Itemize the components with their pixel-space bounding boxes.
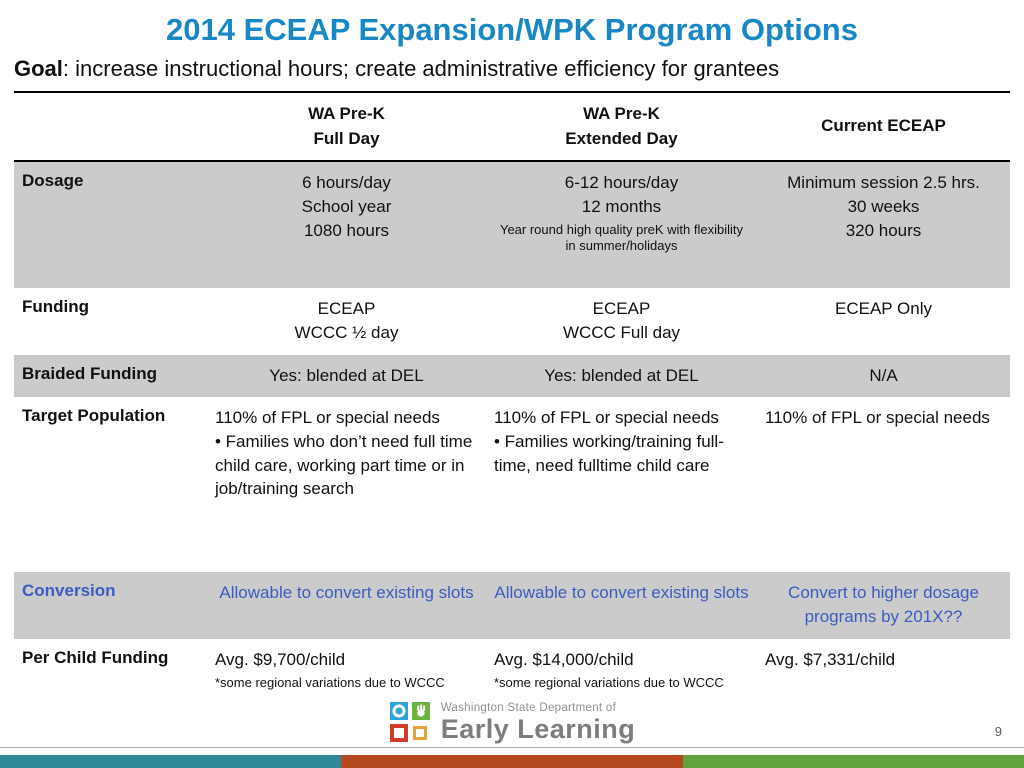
table-row-braided-funding: Braided Funding Yes: blended at DEL Yes:… <box>14 355 1010 398</box>
table-cell: ECEAP Only <box>757 288 1010 355</box>
cell-note: Year round high quality preK with flexib… <box>499 221 744 254</box>
table-cell: Avg. $9,700/child *some regional variati… <box>207 639 486 701</box>
goal-line: Goal: increase instructional hours; crea… <box>14 56 1010 82</box>
row-label-per-child-funding: Per Child Funding <box>22 648 169 668</box>
table-row-target-population: Target Population 110% of FPL or special… <box>14 397 1010 572</box>
table-row-funding: Funding ECEAP WCCC ½ day ECEAP WCCC Full… <box>14 288 1010 355</box>
footer-divider <box>0 747 1024 748</box>
stripe-teal <box>0 755 342 768</box>
footer-branding: Washington State Department of Early Lea… <box>0 701 1024 743</box>
row-label-target-population: Target Population <box>22 406 166 426</box>
cell-text: 110% of FPL or special needs • Families … <box>494 408 724 475</box>
stripe-green <box>682 755 1024 768</box>
dept-name-line: Washington State Department of <box>440 701 617 714</box>
table-header-row: WA Pre-K Full Day WA Pre-K Extended Day … <box>14 92 1010 163</box>
cell-text: ECEAP WCCC ½ day <box>294 299 399 343</box>
header-wa-prek-full-day: WA Pre-K Full Day <box>207 92 486 163</box>
table-row-per-child-funding: Per Child Funding Avg. $9,700/child *som… <box>14 639 1010 701</box>
cell-text: Allowable to convert existing slots <box>219 583 474 603</box>
table-cell: 6-12 hours/day 12 months Year round high… <box>486 161 757 288</box>
table-cell: Convert to higher dosage programs by 201… <box>757 572 1010 639</box>
table-row-dosage: Dosage 6 hours/day School year 1080 hour… <box>14 161 1010 289</box>
table-cell: 110% of FPL or special needs • Families … <box>207 397 486 572</box>
table-cell: ECEAP WCCC Full day <box>486 288 757 355</box>
table-cell: Avg. $14,000/child *some regional variat… <box>486 639 757 701</box>
cell-text: Avg. $7,331/child <box>765 650 896 670</box>
table-cell: Avg. $7,331/child <box>757 639 1010 701</box>
row-label-dosage: Dosage <box>22 171 84 191</box>
table-cell: Yes: blended at DEL <box>486 355 757 397</box>
bottom-color-stripe <box>0 755 1024 768</box>
goal-text: : increase instructional hours; create a… <box>62 56 780 81</box>
table-cell: 6 hours/day School year 1080 hours <box>207 161 486 288</box>
row-label-braided-funding: Braided Funding <box>22 364 158 384</box>
cell-note: *some regional variations due to WCCC <box>494 674 724 690</box>
slide-page-number: 9 <box>994 724 1002 739</box>
cell-text: 6 hours/day School year 1080 hours <box>301 173 392 240</box>
cell-text: N/A <box>869 366 898 386</box>
dept-text: Washington State Department of Early Lea… <box>441 702 636 743</box>
cell-text: Yes: blended at DEL <box>269 366 424 386</box>
cell-text: Avg. $14,000/child <box>494 650 634 670</box>
table-cell: 110% of FPL or special needs • Families … <box>486 397 757 572</box>
del-squares-logo-icon <box>389 701 431 743</box>
table-cell: Allowable to convert existing slots <box>486 572 757 639</box>
cell-text: 110% of FPL or special needs <box>765 408 990 428</box>
cell-text: Avg. $9,700/child <box>215 650 346 670</box>
header-wa-prek-extended-day: WA Pre-K Extended Day <box>486 92 757 163</box>
program-options-table: WA Pre-K Full Day WA Pre-K Extended Day … <box>14 91 1010 701</box>
cell-text: 6-12 hours/day 12 months <box>564 173 679 217</box>
cell-text: ECEAP WCCC Full day <box>562 299 681 343</box>
table-cell: Minimum session 2.5 hrs. 30 weeks 320 ho… <box>757 161 1010 288</box>
cell-text: ECEAP Only <box>834 299 932 319</box>
table-cell: Yes: blended at DEL <box>207 355 486 397</box>
table-cell: Allowable to convert existing slots <box>207 572 486 639</box>
slide: 2014 ECEAP Expansion/WPK Program Options… <box>0 12 1024 768</box>
stripe-red <box>341 755 683 768</box>
cell-text: Allowable to convert existing slots <box>494 583 749 603</box>
header-current-eceap: Current ECEAP <box>757 92 1010 163</box>
dept-wordmark: Early Learning <box>440 713 636 744</box>
table-cell: ECEAP WCCC ½ day <box>207 288 486 355</box>
table-row-conversion: Conversion Allowable to convert existing… <box>14 572 1010 640</box>
header-empty-cell <box>14 92 207 163</box>
table-cell: 110% of FPL or special needs <box>757 397 1010 572</box>
goal-label: Goal <box>14 56 63 81</box>
table-cell: N/A <box>757 355 1010 397</box>
row-label-funding: Funding <box>22 297 90 317</box>
cell-text: Convert to higher dosage programs by 201… <box>788 583 979 626</box>
cell-note: *some regional variations due to WCCC <box>215 674 445 690</box>
cell-text: 110% of FPL or special needs • Families … <box>215 408 473 499</box>
cell-text: Yes: blended at DEL <box>544 366 699 386</box>
cell-text: Minimum session 2.5 hrs. 30 weeks 320 ho… <box>787 173 980 240</box>
row-label-conversion: Conversion <box>22 581 116 601</box>
page-title: 2014 ECEAP Expansion/WPK Program Options <box>166 12 858 47</box>
